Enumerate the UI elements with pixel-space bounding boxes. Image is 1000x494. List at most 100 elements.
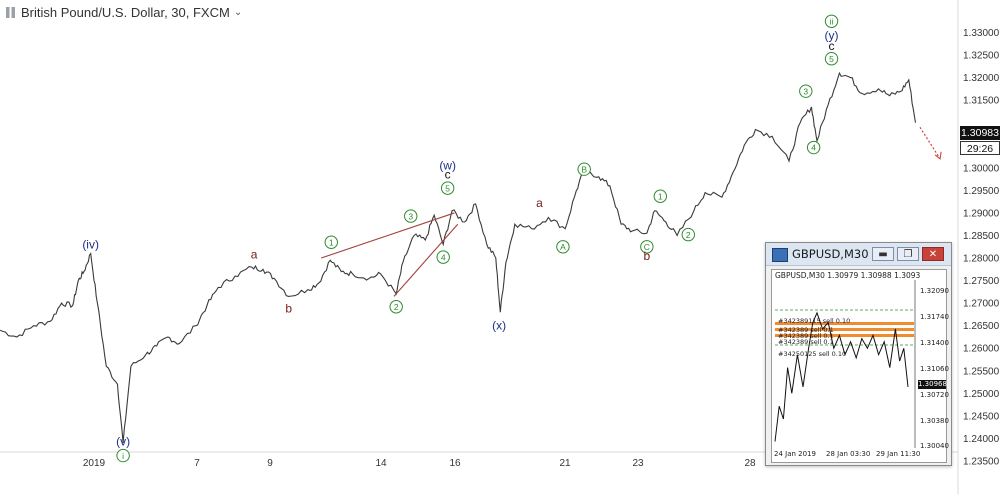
wave-label-circle bbox=[556, 240, 570, 254]
inset-date-label: 24 Jan 2019 bbox=[774, 450, 816, 458]
wave-label-circle bbox=[116, 448, 130, 463]
inset-price-label: 1.32090 bbox=[920, 287, 949, 295]
time-tick-label: 7 bbox=[194, 458, 200, 469]
wave-label: (y) bbox=[825, 29, 839, 43]
order-label: #34250125 sell 0.10 bbox=[778, 350, 847, 358]
inset-plot[interactable]: GBPUSD,M30 1.30979 1.30988 1.3093 #34238… bbox=[771, 269, 949, 463]
wave-label: i bbox=[122, 451, 124, 461]
wave-label: b bbox=[285, 302, 292, 316]
price-tick-label: 1.32000 bbox=[963, 73, 1000, 84]
restore-button[interactable]: ❐ bbox=[897, 247, 919, 261]
wave-label: 1 bbox=[329, 237, 334, 247]
price-series-line bbox=[0, 71, 917, 443]
order-level-band bbox=[775, 328, 914, 331]
wave-label-circle bbox=[404, 209, 418, 223]
inset-price-label: 1.31060 bbox=[920, 365, 949, 373]
wave-label: a bbox=[536, 196, 543, 210]
symbol-icon bbox=[6, 6, 15, 18]
wave-label-circle bbox=[799, 84, 813, 98]
inset-date-label: 29 Jan 11:30 bbox=[876, 450, 921, 458]
wave-label: (v) bbox=[116, 435, 130, 449]
price-tick-label: 1.26500 bbox=[963, 321, 1000, 332]
wave-label: 4 bbox=[811, 143, 816, 153]
inset-price-label: 1.31400 bbox=[920, 339, 949, 347]
inset-price-label: 1.30380 bbox=[920, 417, 949, 425]
time-tick-label: 2019 bbox=[83, 458, 106, 469]
wave-label: a bbox=[251, 247, 258, 261]
wave-label: 1 bbox=[658, 191, 663, 201]
wave-label-circle bbox=[577, 162, 591, 176]
inset-price-label: 1.30040 bbox=[920, 442, 949, 450]
wave-label: (x) bbox=[492, 319, 506, 333]
wave-label: (w) bbox=[439, 159, 456, 173]
wave-label-circle bbox=[436, 250, 450, 264]
order-label: #342389 sell 0.1 bbox=[778, 338, 834, 346]
inset-date-label: 28 Jan 03:30 bbox=[826, 450, 871, 458]
wave-label: 5 bbox=[829, 54, 834, 64]
wave-label: A bbox=[560, 242, 566, 252]
time-tick-label: 21 bbox=[559, 458, 571, 469]
price-tick-label: 1.24000 bbox=[963, 434, 1000, 445]
wave-label-circle bbox=[824, 52, 839, 66]
trendline bbox=[393, 223, 459, 297]
wave-label-circle bbox=[806, 140, 821, 155]
close-button[interactable]: ✕ bbox=[922, 247, 944, 261]
projection-arrowhead bbox=[934, 151, 942, 160]
order-level-band bbox=[775, 322, 914, 325]
projection-arrow bbox=[919, 126, 941, 160]
price-tick-label: 1.25000 bbox=[963, 389, 1000, 400]
wave-label-circle bbox=[324, 235, 338, 249]
wave-label: C bbox=[644, 242, 650, 252]
wave-label-circle bbox=[389, 300, 403, 314]
price-tick-label: 1.29000 bbox=[963, 208, 1000, 219]
wave-label: 3 bbox=[803, 86, 808, 96]
wave-label: 2 bbox=[686, 230, 691, 240]
inset-title: GBPUSD,M30 bbox=[792, 247, 869, 261]
price-tick-label: 1.30000 bbox=[963, 163, 1000, 174]
price-tick-label: 1.24500 bbox=[963, 411, 1000, 422]
wave-label-circle bbox=[653, 189, 668, 203]
time-tick-label: 16 bbox=[449, 458, 461, 469]
minimize-button[interactable]: ▬ bbox=[872, 247, 894, 261]
wave-label-circle bbox=[640, 240, 654, 254]
chart-title: British Pound/U.S. Dollar, 30, FXCM bbox=[21, 4, 230, 20]
wave-label-circle bbox=[440, 181, 455, 195]
wave-label: ii bbox=[830, 16, 834, 26]
window-icon bbox=[772, 248, 788, 262]
wave-label: b bbox=[644, 249, 651, 263]
price-tick-label: 1.27500 bbox=[963, 276, 1000, 287]
order-level-band bbox=[775, 334, 914, 337]
wave-label: 3 bbox=[408, 211, 413, 221]
chevron-down-icon[interactable]: ⌄ bbox=[233, 6, 243, 18]
price-tick-label: 1.28000 bbox=[963, 254, 1000, 265]
price-tick-label: 1.27000 bbox=[963, 299, 1000, 310]
price-tick-label: 1.29500 bbox=[963, 186, 1000, 197]
wave-label-circle bbox=[824, 14, 839, 28]
price-tick-label: 1.32500 bbox=[963, 51, 1000, 62]
inset-price-label: 1.31740 bbox=[920, 313, 949, 321]
inset-titlebar[interactable]: GBPUSD,M30 ▬ ❐ ✕ bbox=[766, 243, 951, 266]
price-tick-label: 1.25500 bbox=[963, 366, 1000, 377]
inset-subheader: GBPUSD,M30 1.30979 1.30988 1.3093 bbox=[775, 271, 921, 280]
chart-header[interactable]: British Pound/U.S. Dollar, 30, FXCM ⌄ bbox=[6, 3, 242, 21]
trendline bbox=[321, 212, 455, 259]
price-tick-label: 1.23500 bbox=[963, 456, 1000, 467]
inset-window[interactable]: GBPUSD,M30 ▬ ❐ ✕ GBPUSD,M30 1.30979 1.30… bbox=[765, 242, 952, 466]
last-price-badge: 1.30983 bbox=[960, 126, 1000, 140]
wave-label: c bbox=[445, 168, 451, 182]
price-tick-label: 1.31500 bbox=[963, 96, 1000, 107]
wave-label: (iv) bbox=[82, 238, 99, 252]
wave-label: 2 bbox=[394, 302, 399, 312]
bar-countdown: 29:26 bbox=[960, 141, 1000, 155]
time-tick-label: 23 bbox=[632, 458, 644, 469]
order-label: #342389115 sell 0.10 bbox=[778, 317, 851, 325]
order-label: #342389 sell 0.1 bbox=[778, 332, 834, 340]
time-tick-label: 14 bbox=[375, 458, 387, 469]
time-tick-label: 28 bbox=[744, 458, 756, 469]
inset-price-line bbox=[774, 311, 909, 442]
price-tick-label: 1.28500 bbox=[963, 231, 1000, 242]
price-tick-label: 1.26000 bbox=[963, 344, 1000, 355]
wave-label: 4 bbox=[441, 252, 446, 262]
